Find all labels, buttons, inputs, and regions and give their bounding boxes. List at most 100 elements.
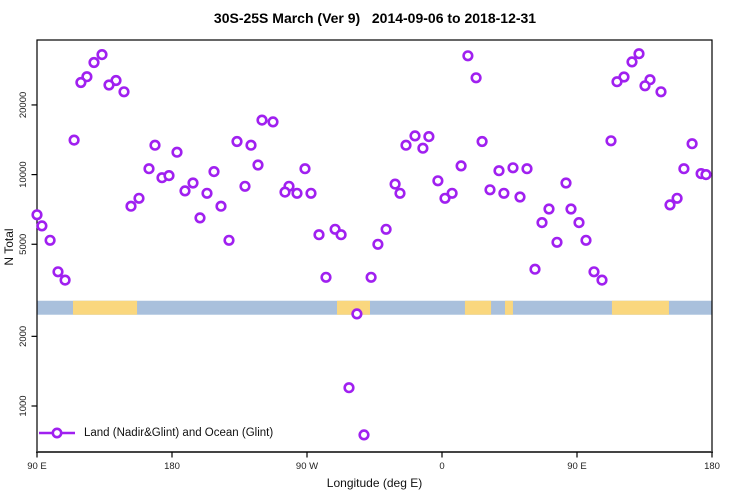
data-point: [588, 266, 600, 278]
x-tick-label: 180: [164, 461, 180, 472]
x-axis-label: Longitude (deg E): [326, 476, 423, 490]
data-point: [36, 220, 48, 232]
data-point: [267, 116, 279, 128]
y-tick-label: 1000: [18, 395, 29, 416]
data-point: [605, 135, 617, 147]
land-band-segment: [73, 300, 138, 315]
data-point: [529, 263, 541, 275]
data-point: [291, 187, 303, 199]
y-axis-label: N Total: [2, 228, 16, 266]
chart-title: 30S-25S March (Ver 9) 2014-09-06 to 2018…: [213, 10, 537, 26]
data-point: [231, 135, 243, 148]
data-point: [320, 271, 332, 283]
data-point: [252, 159, 264, 171]
land-band-segment: [505, 300, 513, 315]
y-tick-label: 20000: [18, 92, 29, 118]
data-point: [163, 170, 175, 182]
legend-marker-icon: [39, 427, 75, 439]
data-point: [299, 163, 311, 175]
data-point: [245, 139, 257, 151]
data-point: [462, 50, 474, 62]
data-point: [256, 114, 268, 126]
data-point: [507, 162, 519, 174]
data-point: [400, 139, 412, 151]
data-point: [31, 209, 43, 221]
data-point: [239, 180, 251, 192]
data-point: [423, 131, 435, 143]
data-point: [543, 203, 555, 215]
data-point: [493, 165, 505, 177]
data-point: [484, 184, 496, 196]
data-point: [380, 223, 392, 235]
data-point: [536, 217, 548, 229]
data-point: [498, 187, 510, 199]
data-point: [700, 169, 712, 181]
data-point: [194, 212, 206, 224]
data-point: [59, 274, 71, 286]
data-point: [68, 134, 80, 146]
data-point: [365, 271, 377, 283]
data-point: [351, 308, 363, 320]
data-point: [335, 229, 347, 241]
data-point: [223, 234, 235, 246]
data-point: [215, 200, 227, 212]
data-point: [125, 200, 137, 212]
data-point: [611, 76, 623, 88]
data-point: [686, 138, 698, 150]
legend-label: Land (Nadir&Glint) and Ocean (Glint): [84, 427, 274, 439]
data-point: [470, 72, 482, 84]
data-point: [432, 175, 444, 187]
data-point: [565, 203, 577, 215]
data-point: [580, 234, 592, 246]
land-band-segment: [611, 300, 669, 315]
data-point: [560, 177, 572, 189]
data-point: [678, 163, 690, 175]
data-point: [514, 191, 526, 203]
legend: Land (Nadir&Glint) and Ocean (Glint): [37, 425, 273, 441]
y-tick-label: 10000: [18, 161, 29, 187]
data-point: [655, 86, 667, 98]
data-point: [201, 187, 213, 199]
y-tick-label: 2000: [18, 326, 29, 347]
data-point: [551, 236, 563, 248]
data-point: [389, 178, 401, 190]
land-band-segment: [464, 300, 492, 315]
data-point: [149, 139, 161, 151]
data-point: [573, 217, 585, 229]
data-point: [439, 192, 451, 204]
data-point: [52, 266, 64, 278]
data-point: [446, 187, 458, 199]
data-point: [455, 160, 467, 172]
data-point: [417, 142, 429, 154]
data-point: [171, 146, 183, 158]
data-point: [664, 199, 676, 211]
data-point: [671, 192, 683, 204]
data-point: [44, 234, 56, 246]
data-point: [279, 186, 291, 198]
data-point: [179, 185, 191, 197]
x-tick-label: 0: [439, 461, 444, 472]
x-tick-label: 90 E: [567, 461, 587, 472]
data-point: [133, 192, 145, 204]
data-point: [343, 382, 355, 394]
x-tick-label: 90 E: [27, 461, 47, 472]
data-point: [118, 86, 130, 98]
data-point: [358, 429, 370, 441]
data-point: [313, 229, 325, 241]
data-point: [208, 166, 220, 178]
data-point: [633, 48, 645, 60]
data-point: [305, 187, 317, 199]
data-point: [476, 135, 488, 148]
data-point: [372, 238, 384, 250]
data-point: [96, 48, 108, 61]
y-tick-label: 5000: [18, 234, 29, 255]
data-point: [75, 76, 87, 89]
data-point: [626, 56, 638, 68]
data-point: [143, 163, 155, 175]
data-point: [639, 80, 651, 92]
data-point: [187, 177, 199, 189]
x-tick-label: 180: [704, 461, 720, 472]
data-point: [596, 274, 608, 286]
